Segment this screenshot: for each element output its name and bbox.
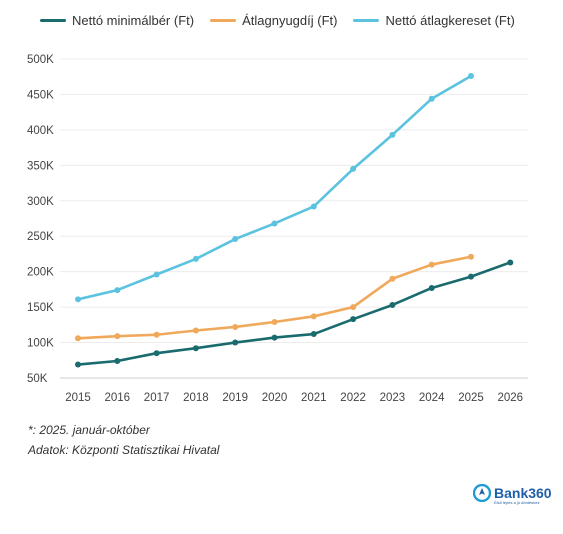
data-point	[428, 284, 435, 291]
data-point	[75, 296, 81, 303]
data-point	[75, 361, 81, 368]
data-point	[153, 271, 160, 278]
y-tick-label: 150K	[27, 302, 54, 314]
data-point	[350, 316, 357, 323]
data-point	[350, 165, 357, 172]
data-point	[232, 339, 239, 346]
y-tick-label: 500K	[27, 54, 54, 66]
data-point	[114, 357, 121, 364]
data-point	[153, 350, 160, 357]
y-tick-label: 200K	[27, 267, 54, 279]
legend-item-0: Nettó minimálbér (Ft)	[40, 13, 194, 28]
legend-item-2: Nettó átlagkereset (Ft)	[353, 13, 515, 28]
data-point	[428, 261, 435, 268]
series-line-0	[76, 261, 512, 366]
data-point	[271, 334, 278, 341]
data-point	[310, 203, 317, 210]
legend: Nettó minimálbér (Ft) Átlagnyugdíj (Ft) Ne…	[40, 13, 515, 28]
legend-label: Nettó átlagkereset (Ft)	[385, 13, 515, 28]
logo-tagline: Első lépés a jó döntéshez	[494, 500, 540, 505]
logo-icon	[473, 484, 491, 502]
x-tick-label: 2018	[183, 392, 209, 404]
x-tick-label: 2020	[262, 392, 288, 404]
bank360-logo: Bank360 Első lépés a jó döntéshez	[473, 484, 552, 505]
data-point	[271, 318, 278, 325]
y-tick-label: 300K	[27, 196, 54, 208]
series-layer	[75, 73, 514, 368]
data-point	[389, 301, 396, 308]
data-point	[232, 323, 239, 330]
data-point	[468, 73, 474, 80]
x-tick-label: 2017	[144, 392, 170, 404]
data-point	[192, 327, 199, 334]
data-point	[114, 333, 121, 340]
footnote: *: 2025. január-október	[28, 423, 150, 437]
legend-label: Átlagnyugdíj (Ft)	[242, 13, 338, 28]
axis-layer: 50K 100K 150K 200K 250K 300K 350K 400K 450K 500K 2…	[27, 54, 523, 404]
series-line-2	[76, 74, 473, 301]
y-tick-label: 400K	[27, 125, 54, 137]
x-tick-label: 2024	[419, 392, 445, 404]
data-point	[75, 335, 81, 342]
x-tick-label: 2016	[105, 392, 131, 404]
line-chart: 50K 100K 150K 200K 250K 300K 350K 400K 450K 500K 2…	[27, 54, 528, 404]
x-tick-label: 2015	[65, 392, 91, 404]
x-tick-label: 2023	[380, 392, 406, 404]
x-tick-label: 2022	[340, 392, 366, 404]
grid-layer	[60, 58, 528, 379]
legend-label: Nettó minimálbér (Ft)	[72, 13, 195, 28]
data-point	[192, 345, 199, 352]
data-point	[428, 95, 435, 102]
data-source: Adatok: Központi Statisztikai Hivatal	[28, 443, 220, 457]
data-point	[350, 304, 357, 311]
data-point	[310, 331, 317, 338]
data-point	[153, 331, 160, 338]
data-point	[389, 275, 396, 282]
data-point	[192, 255, 199, 262]
logo-wordmark: Bank360	[494, 485, 552, 501]
legend-item-1: Átlagnyugdíj (Ft)	[210, 13, 337, 28]
y-tick-label: 350K	[27, 160, 54, 172]
legend-swatch	[40, 19, 66, 22]
data-point	[468, 253, 474, 260]
x-tick-label: 2019	[222, 392, 248, 404]
y-tick-label: 100K	[27, 338, 54, 350]
data-point	[507, 259, 514, 266]
x-tick-label: 2026	[498, 392, 524, 404]
x-tick-label: 2021	[301, 392, 327, 404]
y-tick-label: 450K	[27, 89, 54, 101]
data-point	[389, 131, 396, 138]
x-tick-label: 2025	[458, 392, 484, 404]
y-tick-label: 50K	[27, 373, 48, 385]
data-point	[310, 313, 317, 320]
data-point	[271, 220, 278, 227]
data-point	[468, 273, 474, 280]
data-point	[114, 287, 121, 294]
y-tick-label: 250K	[27, 231, 54, 243]
data-point	[232, 236, 239, 243]
legend-swatch	[353, 19, 380, 22]
legend-swatch	[210, 19, 237, 22]
